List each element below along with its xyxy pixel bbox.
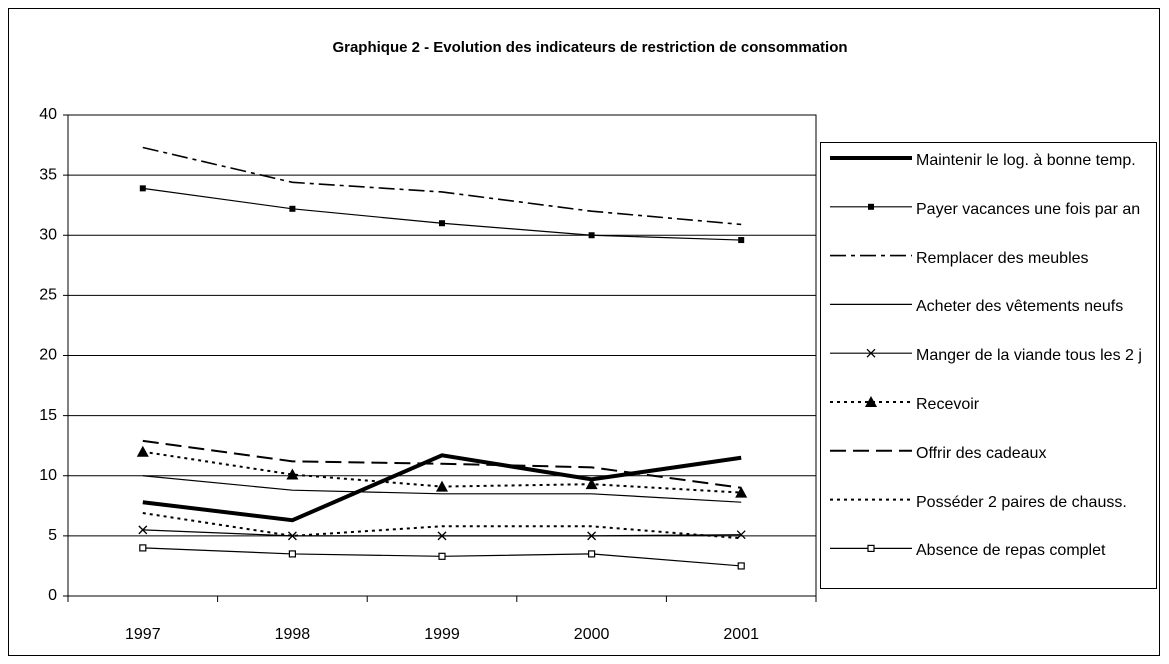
legend-label: Acheter des vêtements neufs [916,298,1124,316]
marker [738,237,745,244]
chart-border [8,8,1160,656]
marker [585,478,598,490]
legend-label: Maintenir le log. à bonne temp. [916,152,1136,169]
marker [136,445,149,457]
legend-label: Payer vacances une fois par an [916,200,1141,218]
marker [587,531,597,541]
marker [139,185,146,192]
marker [867,544,875,553]
marker [865,396,877,407]
y-tick-label: 15 [39,407,57,424]
marker [735,486,748,498]
y-tick-label: 0 [48,587,57,604]
plot-border [67,114,817,597]
legend-label: Manger de la viande tous les 2 j [916,347,1142,365]
marker [587,550,596,558]
legend-label: Offrir des cadeaux [916,444,1047,462]
marker [737,562,745,570]
marker [866,348,876,358]
series-line [142,475,742,503]
x-tick-label: 1999 [424,626,460,643]
series-line [142,453,742,523]
marker [287,531,297,541]
y-tick-label: 25 [39,287,57,304]
legend-label: Recevoir [916,396,980,413]
series-line [142,512,742,540]
marker [736,530,746,540]
marker [138,525,148,535]
marker [437,531,447,541]
marker [436,480,448,492]
marker [439,220,445,227]
x-tick-label: 2001 [723,626,759,643]
legend-label: Remplacer des meubles [916,249,1089,267]
series-line [142,187,742,241]
y-tick-label: 40 [39,106,57,123]
marker [289,205,296,212]
y-tick-label: 5 [48,527,57,544]
y-tick-label: 30 [39,226,57,243]
legend-box [820,142,1157,589]
chart-title: Graphique 2 - Evolution des indicateurs … [332,39,847,56]
y-tick-label: 20 [39,347,57,364]
series-line [142,146,742,226]
marker [868,203,874,210]
y-tick-label: 35 [39,166,57,183]
marker [438,552,446,560]
x-tick-label: 1998 [275,626,311,643]
legend-label: Absence de repas complet [916,542,1106,560]
x-tick-label: 2000 [574,626,610,643]
marker [588,232,595,239]
y-tick-label: 10 [39,467,57,484]
marker [288,550,296,558]
legend-label: Posséder 2 paires de chauss. [916,493,1127,511]
x-tick-label: 1997 [125,626,161,643]
series-line [142,439,742,489]
marker [286,468,299,480]
marker [139,544,147,552]
